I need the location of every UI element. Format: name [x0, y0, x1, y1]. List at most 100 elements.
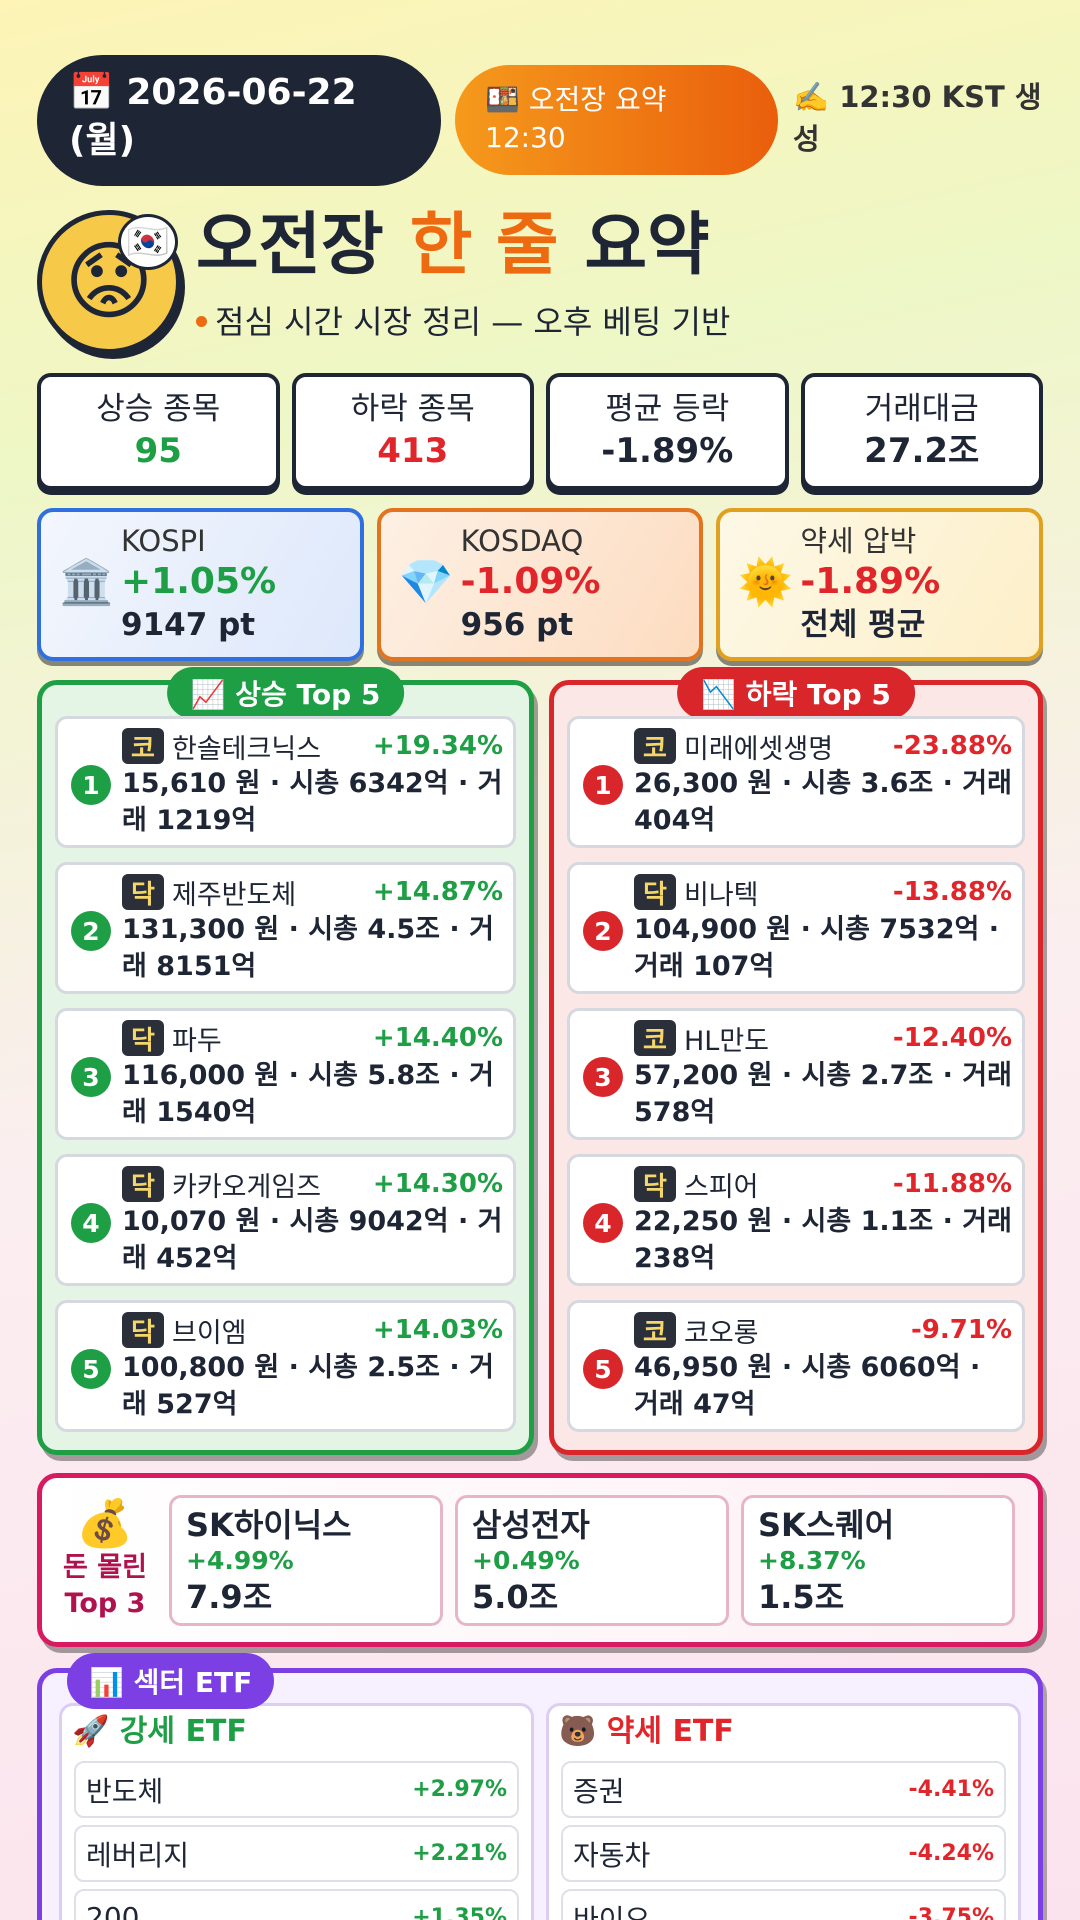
stock-change: +14.03% [372, 1315, 503, 1345]
etf-change: +1.35% [412, 1905, 507, 1920]
stock-change: -11.88% [892, 1169, 1012, 1199]
panel-title: 📉 하락 Top 5 [677, 667, 915, 719]
stock-change: +14.87% [372, 877, 503, 907]
money-card: SK스퀘어 +8.37% 1.5조 [741, 1495, 1015, 1626]
etf-name: 반도체 [86, 1774, 164, 1808]
stock-item: 4 닥 카카오게임즈 +14.30% 10,070 원 · 시총 9042억 · 거래 … [55, 1154, 516, 1286]
stock-name: 비나텍 [684, 879, 759, 911]
etf-row: 자동차 -4.24% [561, 1825, 1006, 1882]
stock-item: 2 닥 비나텍 -13.88% 104,900 원 · 시총 7532억 · 거래 10… [567, 862, 1025, 994]
market-badge: 닥 [122, 1020, 164, 1056]
money-name: 삼성전자 [472, 1506, 590, 1544]
index-level: 956 pt [460, 607, 574, 643]
money-name: SK하이닉스 [186, 1506, 352, 1544]
etf-row: 반도체 +2.97% [74, 1761, 519, 1818]
index-row: 🏛️ KOSPI +1.05% 9147 pt 💎 KOSDAQ -1.09% 956 pt 🌞… [37, 508, 1044, 661]
index-change: -1.89% [800, 561, 941, 602]
money-amount: 5.0조 [472, 1578, 559, 1616]
stock-item: 1 코 미래에셋생명 -23.88% 26,300 원 · 시총 3.6조 · 거래 4… [567, 716, 1025, 848]
stock-item: 5 코 코오롱 -9.71% 46,950 원 · 시총 6060억 · 거래 47억 [567, 1300, 1025, 1432]
stock-header: 코 한솔테크닉스 +19.34% [122, 727, 503, 765]
money-card: 삼성전자 +0.49% 5.0조 [455, 1495, 729, 1626]
rank-badge: 4 [583, 1203, 623, 1243]
stat-label: 하락 종목 [350, 391, 475, 427]
money-change: +8.37% [758, 1546, 866, 1575]
etf-title: 📊 섹터 ETF [67, 1653, 275, 1709]
date-pill: 📅 2026-06-22 (월) [37, 55, 441, 186]
stock-name: 브이엠 [172, 1317, 247, 1349]
session-badge: 🍱 오전장 요약 12:30 [455, 65, 778, 175]
stat-card: 거래대금 27.2조 [800, 373, 1043, 490]
market-badge: 코 [122, 728, 164, 764]
stock-detail: 131,300 원 · 시총 4.5조 · 거래 8151억 [122, 914, 494, 982]
stock-header: 닥 브이엠 +14.03% [122, 1311, 503, 1349]
stock-name: 카카오게임즈 [172, 1171, 322, 1203]
index-name: KOSPI [121, 524, 206, 558]
etf-name: 레버리지 [86, 1838, 190, 1872]
money-amount: 7.9조 [186, 1578, 273, 1616]
stock-detail: 22,250 원 · 시총 1.1조 · 거래 238억 [634, 1206, 1012, 1274]
stock-header: 닥 파두 +14.40% [122, 1019, 503, 1057]
stock-detail: 10,070 원 · 시총 9042억 · 거래 452억 [122, 1206, 503, 1274]
rank-badge: 4 [71, 1203, 111, 1243]
stat-value: -1.89% [601, 431, 734, 471]
etf-panel: 🐻 약세 ETF 증권 -4.41% 자동차 -4.24% 바이오 -3.75% [546, 1703, 1021, 1920]
etf-panel-title: 🐻 약세 ETF [559, 1714, 734, 1749]
rank-badge: 2 [71, 911, 111, 951]
stock-item: 4 닥 스피어 -11.88% 22,250 원 · 시총 1.1조 · 거래 238억 [567, 1154, 1025, 1286]
stock-header: 코 미래에셋생명 -23.88% [634, 727, 1012, 765]
rank-badge: 3 [583, 1057, 623, 1097]
index-card: 🌞 약세 압박 -1.89% 전체 평균 [716, 508, 1044, 661]
flag-icon: 🇰🇷 [118, 214, 178, 270]
stock-detail: 104,900 원 · 시총 7532억 · 거래 107억 [634, 914, 999, 982]
stock-name: 코오롱 [684, 1317, 759, 1349]
subtitle: 점심 시간 시장 정리 — 오후 베팅 기반 [196, 300, 730, 344]
gainers-panel: 📈 상승 Top 5 1 코 한솔테크닉스 +19.34% 15,610 원 · 시총 6… [37, 667, 534, 1455]
etf-box: 🚀 강세 ETF 반도체 +2.97% 레버리지 +2.21% 200 +1.35% 🐻 약세… [37, 1668, 1043, 1920]
stats-row: 상승 종목 95 하락 종목 413 평균 등락 -1.89% 거래대금 27.2조 [37, 373, 1043, 490]
stock-item: 1 코 한솔테크닉스 +19.34% 15,610 원 · 시총 6342억 · 거래 … [55, 716, 516, 848]
stock-detail: 46,950 원 · 시총 6060억 · 거래 47억 [634, 1352, 981, 1420]
market-badge: 코 [634, 728, 676, 764]
stock-detail: 116,000 원 · 시총 5.8조 · 거래 1540억 [122, 1060, 494, 1128]
stat-value: 413 [377, 431, 449, 471]
money-card: SK하이닉스 +4.99% 7.9조 [169, 1495, 443, 1626]
etf-name: 증권 [573, 1774, 625, 1808]
etf-panel: 🚀 강세 ETF 반도체 +2.97% 레버리지 +2.21% 200 +1.35% [59, 1703, 534, 1920]
etf-change: +2.97% [412, 1777, 507, 1802]
market-badge: 닥 [122, 1166, 164, 1202]
stock-header: 닥 제주반도체 +14.87% [122, 873, 503, 911]
title-part: 요약 [584, 206, 710, 285]
money-label-line: Top 3 [64, 1588, 146, 1619]
stock-item: 5 닥 브이엠 +14.03% 100,800 원 · 시총 2.5조 · 거래 527… [55, 1300, 516, 1432]
stock-name: 미래에셋생명 [684, 733, 834, 765]
money-label: 💰 돈 몰린 Top 3 [50, 1496, 160, 1622]
stock-change: -23.88% [892, 731, 1012, 761]
stock-change: -12.40% [892, 1023, 1012, 1053]
stat-label: 거래대금 [864, 391, 979, 427]
stock-detail: 100,800 원 · 시총 2.5조 · 거래 527억 [122, 1352, 494, 1420]
index-icon: 🌞 [738, 557, 794, 608]
rank-badge: 5 [583, 1349, 623, 1389]
stock-name: HL만도 [684, 1025, 770, 1057]
stock-change: +19.34% [372, 731, 503, 761]
rank-badge: 2 [583, 911, 623, 951]
stat-card: 상승 종목 95 [37, 373, 280, 490]
stock-change: +14.40% [372, 1023, 503, 1053]
title-part: 오전장 [196, 206, 384, 285]
money-label-line: 돈 몰린 [63, 1552, 147, 1583]
stock-header: 닥 카카오게임즈 +14.30% [122, 1165, 503, 1203]
stock-detail: 57,200 원 · 시총 2.7조 · 거래 578억 [634, 1060, 1012, 1128]
index-level: 전체 평균 [800, 607, 926, 643]
etf-panel-title: 🚀 강세 ETF [72, 1714, 247, 1749]
stat-label: 평균 등락 [605, 391, 730, 427]
money-box: 💰 돈 몰린 Top 3 SK하이닉스 +4.99% 7.9조 삼성전자 +0.49% 5… [37, 1473, 1043, 1647]
rank-badge: 5 [71, 1349, 111, 1389]
money-change: +4.99% [186, 1546, 294, 1575]
index-icon: 🏛️ [59, 557, 114, 608]
index-name: KOSDAQ [460, 524, 584, 558]
etf-name: 200 [86, 1901, 140, 1920]
stat-card: 평균 등락 -1.89% [546, 373, 789, 490]
stock-header: 코 코오롱 -9.71% [634, 1311, 1012, 1349]
stock-header: 코 HL만도 -12.40% [634, 1019, 1012, 1057]
